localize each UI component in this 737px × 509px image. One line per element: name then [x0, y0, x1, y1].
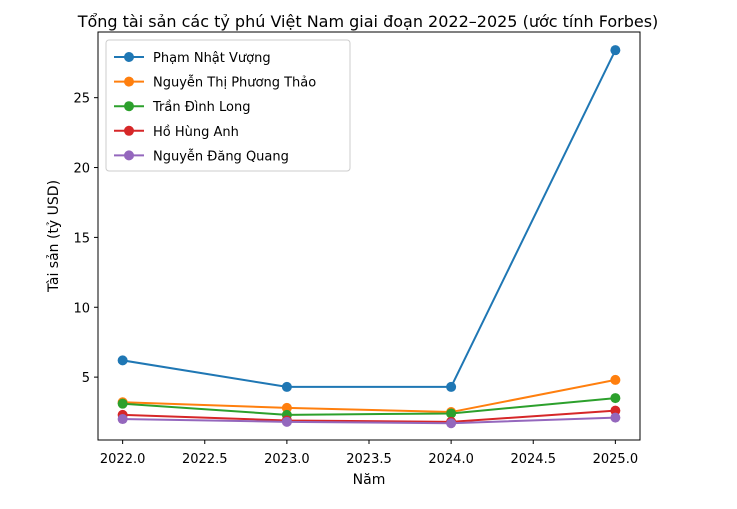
chart-title: Tổng tài sản các tỷ phú Việt Nam giai đo…: [77, 12, 659, 31]
data-point: [117, 398, 128, 409]
x-tick-label: 2023.5: [346, 452, 392, 467]
legend: Phạm Nhật Vượng Nguyễn Thị Phương Thảo Trầ…: [105, 39, 351, 172]
legend-swatch-marker: [124, 125, 134, 136]
series-Nguyễn Đăng Quang: [117, 412, 621, 429]
data-point: [446, 408, 457, 419]
series-layer: [117, 45, 621, 429]
series-line: [122, 378, 616, 414]
x-tick-label: 2022.0: [100, 452, 146, 467]
y-axis: 5 10 15 20 25: [73, 92, 98, 386]
series-Phạm Nhật Vượng: [117, 45, 621, 392]
y-tick-label: 25: [73, 92, 90, 107]
y-tick-label: 15: [73, 231, 90, 246]
x-axis: 2022.0 2022.5 2023.0 2023.5 2024.0 2024.5 2025…: [100, 440, 638, 467]
legend-item: Nguyễn Thị Phương Thảo: [114, 76, 316, 91]
data-point: [446, 381, 457, 392]
data-point: [610, 412, 621, 423]
legend-label: Phạm Nhật Vượng: [153, 51, 271, 66]
legend-swatch-marker: [124, 76, 134, 87]
legend-item: Trần Đình Long: [114, 100, 250, 115]
data-point: [117, 414, 128, 425]
x-tick-label: 2025.0: [593, 452, 639, 467]
data-point: [117, 355, 128, 366]
data-point: [446, 418, 457, 429]
x-tick-label: 2023.0: [264, 452, 310, 467]
legend-label: Nguyễn Thị Phương Thảo: [153, 76, 316, 91]
legend-label: Hồ Hùng Anh: [153, 125, 239, 140]
series-line: [122, 397, 616, 416]
data-point: [610, 45, 621, 56]
y-tick-label: 5: [82, 371, 90, 386]
legend-item: Phạm Nhật Vượng: [114, 51, 271, 66]
data-point: [610, 393, 621, 404]
legend-box: [105, 39, 351, 172]
legend-swatch-marker: [124, 150, 134, 161]
series-Trần Đình Long: [117, 393, 621, 420]
legend-item: Nguyễn Đăng Quang: [114, 149, 289, 164]
legend-item: Hồ Hùng Anh: [114, 125, 239, 140]
data-point: [281, 402, 292, 413]
y-tick-label: 10: [73, 301, 90, 316]
legend-swatch-marker: [124, 101, 134, 112]
series-line: [122, 416, 616, 425]
y-axis-label: Tài sản (tỷ USD): [46, 180, 62, 293]
data-point: [610, 405, 621, 416]
data-point: [610, 374, 621, 385]
y-tick-label: 20: [73, 162, 90, 177]
series-line: [122, 49, 617, 388]
data-point: [281, 416, 292, 427]
series-line: [122, 409, 616, 423]
legend-swatch-marker: [124, 52, 134, 62]
data-point: [281, 381, 292, 392]
legend-label: Nguyễn Đăng Quang: [153, 149, 289, 164]
x-axis-label: Năm: [353, 472, 386, 488]
legend-label: Trần Đình Long: [152, 100, 250, 115]
x-tick-label: 2022.5: [182, 452, 228, 467]
x-tick-label: 2024.0: [428, 452, 474, 467]
x-tick-label: 2024.5: [510, 452, 556, 467]
